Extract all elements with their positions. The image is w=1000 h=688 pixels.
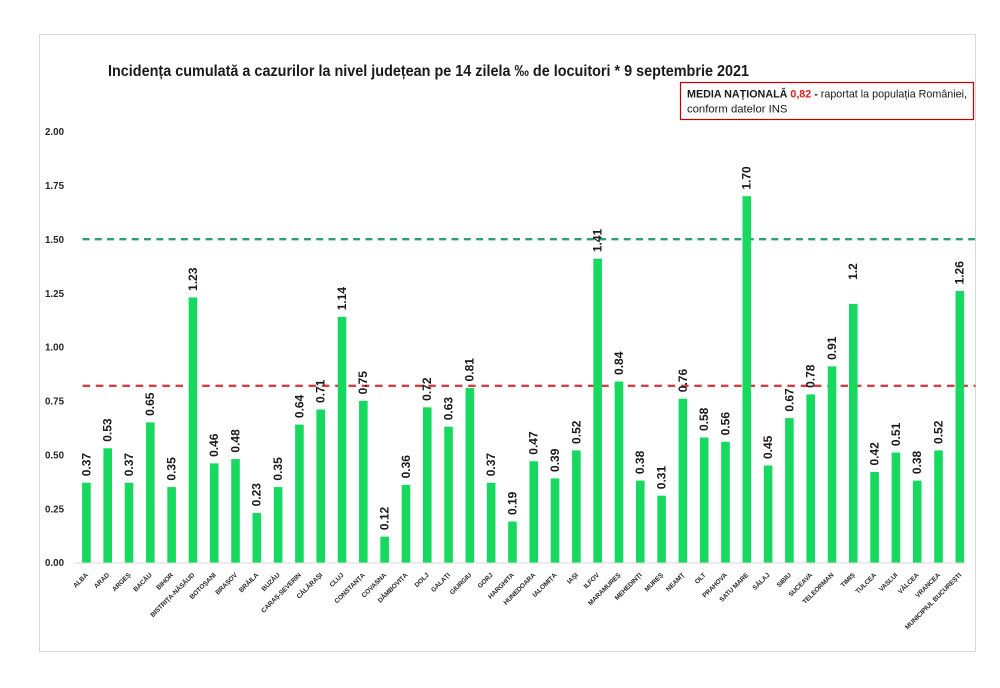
svg-text:0.12: 0.12 [378, 506, 392, 530]
svg-text:0.37: 0.37 [122, 453, 136, 477]
svg-text:0.36: 0.36 [399, 455, 413, 479]
svg-text:1.25: 1.25 [45, 288, 64, 300]
svg-text:0.72: 0.72 [420, 377, 434, 401]
svg-text:1.26: 1.26 [953, 261, 967, 285]
svg-text:0.75: 0.75 [356, 371, 370, 395]
svg-text:0.37: 0.37 [79, 453, 93, 477]
svg-text:Incidența cumulată a cazurilor: Incidența cumulată a cazurilor la nivel … [108, 63, 749, 80]
svg-text:0.53: 0.53 [101, 418, 115, 442]
svg-text:0.46: 0.46 [207, 433, 221, 457]
svg-text:0.42: 0.42 [868, 442, 882, 466]
svg-text:1.14: 1.14 [335, 287, 349, 311]
svg-text:0.75: 0.75 [45, 396, 64, 408]
svg-text:0.65: 0.65 [143, 392, 157, 416]
svg-text:0.00: 0.00 [45, 557, 64, 569]
svg-text:0.63: 0.63 [441, 397, 455, 421]
svg-text:1.70: 1.70 [740, 166, 754, 190]
svg-text:0.47: 0.47 [527, 431, 541, 455]
svg-text:0.84: 0.84 [612, 351, 626, 375]
svg-text:1.75: 1.75 [45, 180, 64, 192]
svg-text:0.35: 0.35 [271, 457, 285, 481]
svg-text:0.52: 0.52 [569, 420, 583, 444]
svg-text:0.25: 0.25 [45, 503, 64, 515]
svg-text:0.56: 0.56 [718, 412, 732, 436]
svg-text:0.45: 0.45 [761, 435, 775, 459]
svg-text:0.19: 0.19 [505, 491, 519, 515]
svg-text:1.00: 1.00 [45, 342, 64, 354]
svg-text:MEDIA NAȚIONALĂ 0,82 - raporta: MEDIA NAȚIONALĂ 0,82 - raportat la popul… [687, 88, 967, 101]
svg-text:0.91: 0.91 [825, 336, 839, 360]
svg-text:1.2: 1.2 [846, 263, 860, 280]
svg-text:2.00: 2.00 [45, 126, 64, 138]
svg-text:0.52: 0.52 [931, 420, 945, 444]
svg-text:0.58: 0.58 [697, 407, 711, 431]
svg-text:1.23: 1.23 [186, 267, 200, 291]
svg-text:0.38: 0.38 [633, 450, 647, 474]
svg-text:1.41: 1.41 [591, 228, 605, 252]
svg-text:1.50: 1.50 [45, 234, 64, 246]
svg-text:0.39: 0.39 [548, 448, 562, 472]
svg-text:0.50: 0.50 [45, 449, 64, 461]
svg-text:0.76: 0.76 [676, 369, 690, 393]
svg-text:0.71: 0.71 [314, 379, 328, 403]
svg-text:0.35: 0.35 [165, 457, 179, 481]
svg-text:conform datelor INS: conform datelor INS [687, 104, 788, 116]
svg-text:0.51: 0.51 [889, 422, 903, 446]
svg-text:0.67: 0.67 [782, 388, 796, 412]
svg-text:0.38: 0.38 [910, 450, 924, 474]
svg-text:0.31: 0.31 [654, 466, 668, 490]
svg-text:0.48: 0.48 [228, 429, 242, 453]
svg-text:0.64: 0.64 [292, 394, 306, 418]
svg-text:0.81: 0.81 [463, 358, 477, 382]
svg-text:0.37: 0.37 [484, 453, 498, 477]
svg-text:0.23: 0.23 [250, 483, 264, 507]
svg-text:0.78: 0.78 [804, 364, 818, 388]
